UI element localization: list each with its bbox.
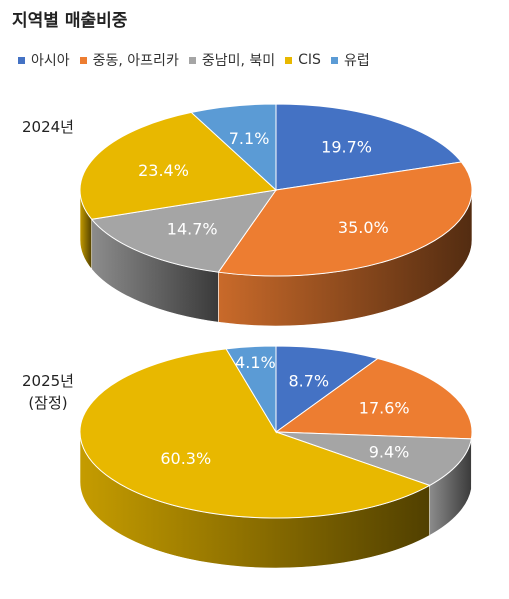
data-label-asia: 19.7%	[321, 138, 372, 157]
data-label-middle-east-africa: 35.0%	[338, 218, 389, 237]
pie-2025년: 8.7% 17.6% 9.4% 60.3% 4.1%	[79, 345, 473, 569]
legend-label-middle-east-africa: 중동, 아프리카	[92, 53, 179, 69]
slice-americas	[90, 189, 278, 273]
data-label-cis: 60.3%	[160, 449, 211, 468]
chart-title: 지역별 매출비중	[12, 11, 128, 31]
slice-asia	[275, 345, 379, 433]
legend-label-americas: 중남미, 북미	[201, 53, 276, 69]
legend-swatch-cis	[285, 56, 293, 64]
legend-item-middle-east-africa: 중동, 아프리카	[79, 50, 179, 70]
legend: 아시아 중동, 아프리카 중남미, 북미 CIS 유럽	[18, 50, 380, 70]
legend-swatch-middle-east-africa	[79, 56, 87, 64]
slice-cis	[79, 111, 278, 220]
pie-label-2025: 2025년 (잠정)	[22, 370, 74, 414]
slice-americas	[275, 431, 472, 486]
legend-item-americas: 중남미, 북미	[188, 50, 276, 70]
pie-label-2024: 2024년	[22, 116, 74, 138]
year-2025: 2025년	[22, 372, 74, 390]
year-2025-note: (잠정)	[28, 394, 68, 412]
legend-swatch-europe	[330, 56, 338, 64]
legend-label-asia: 아시아	[31, 53, 70, 69]
pie-2024년: 19.7% 35.0% 14.7% 23.4% 7.1%	[79, 103, 473, 327]
legend-swatch-americas	[188, 56, 196, 64]
data-label-europe: 7.1%	[229, 129, 270, 148]
data-label-americas: 14.7%	[167, 220, 218, 239]
legend-item-europe: 유럽	[330, 50, 370, 70]
slice-europe	[190, 103, 277, 192]
slice-cis	[79, 348, 431, 519]
slice-europe	[225, 345, 277, 434]
data-label-europe: 4.1%	[235, 353, 276, 372]
data-label-middle-east-africa: 17.6%	[359, 399, 410, 418]
data-label-americas: 9.4%	[369, 443, 410, 462]
data-label-cis: 23.4%	[138, 161, 189, 180]
legend-label-cis: CIS	[298, 52, 321, 68]
legend-swatch-asia	[18, 56, 25, 64]
data-label-asia: 8.7%	[288, 372, 329, 391]
slice-middle-east-africa	[217, 161, 473, 277]
slice-middle-east-africa	[274, 357, 473, 440]
legend-item-cis: CIS	[285, 52, 321, 68]
legend-item-asia: 아시아	[18, 50, 70, 70]
legend-label-europe: 유럽	[343, 53, 370, 69]
year-2024: 2024년	[22, 118, 74, 136]
